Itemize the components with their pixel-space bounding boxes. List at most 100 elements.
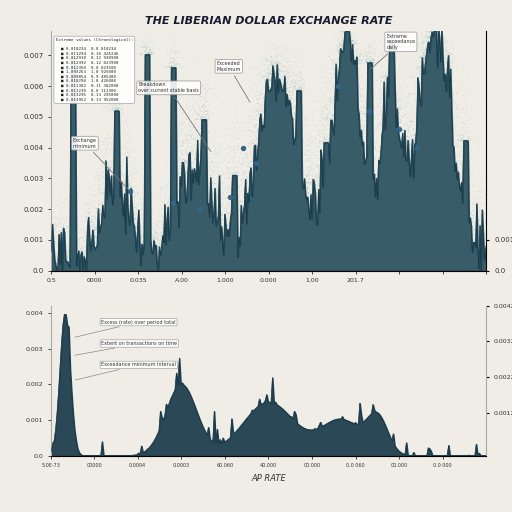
Point <box>448 51 456 59</box>
Point <box>88 166 96 174</box>
Point <box>478 255 486 263</box>
Point <box>179 76 187 84</box>
Point <box>287 94 295 102</box>
Point <box>400 133 409 141</box>
Point <box>292 178 300 186</box>
Point <box>375 95 383 103</box>
Point <box>423 27 431 35</box>
Point <box>257 112 265 120</box>
Point <box>223 184 231 192</box>
Point <box>385 124 393 132</box>
Point <box>343 37 351 45</box>
Point <box>331 115 339 123</box>
Point <box>163 196 171 204</box>
Point <box>467 238 475 246</box>
Point <box>389 77 397 86</box>
Point <box>271 79 280 88</box>
Point <box>236 132 244 140</box>
Point <box>478 263 486 271</box>
Point <box>131 210 139 219</box>
Point <box>457 59 465 67</box>
Point <box>97 216 105 224</box>
Point <box>223 188 231 197</box>
Point <box>406 140 414 148</box>
Point <box>143 229 152 238</box>
Point <box>474 263 482 271</box>
Point <box>468 231 477 240</box>
Point <box>116 187 124 195</box>
Point <box>66 251 74 260</box>
Point <box>392 71 400 79</box>
Point <box>76 250 84 258</box>
Point <box>131 231 139 239</box>
Point <box>172 155 180 163</box>
Point <box>323 37 331 46</box>
Point <box>172 231 180 240</box>
Point <box>265 64 273 72</box>
Point <box>220 175 228 183</box>
Point <box>175 56 183 65</box>
Point <box>266 32 274 40</box>
Point <box>97 215 105 223</box>
Point <box>163 220 172 228</box>
Point <box>428 28 436 36</box>
Point <box>113 106 121 115</box>
Point <box>273 35 282 43</box>
Point <box>75 250 83 259</box>
Point <box>164 59 173 67</box>
Point <box>123 182 132 190</box>
Point <box>334 71 343 79</box>
Point <box>179 139 187 147</box>
Point <box>181 165 189 173</box>
Point <box>227 210 236 218</box>
Point <box>377 132 386 140</box>
Point <box>205 205 214 213</box>
Point <box>455 39 463 47</box>
Point <box>290 46 298 54</box>
Point <box>110 83 118 92</box>
Point <box>180 138 188 146</box>
Point <box>292 34 301 42</box>
Point <box>148 252 156 261</box>
Point <box>300 87 308 95</box>
Point <box>214 158 222 166</box>
Point <box>287 73 295 81</box>
Point <box>71 259 79 267</box>
Point <box>448 85 456 93</box>
Point <box>475 235 483 243</box>
Point <box>444 50 452 58</box>
Point <box>449 71 457 79</box>
Point <box>182 168 190 177</box>
Point <box>105 200 114 208</box>
Point <box>277 51 285 59</box>
Point <box>367 41 375 50</box>
Point <box>253 192 262 200</box>
Point <box>262 85 270 93</box>
Point <box>243 219 251 227</box>
Point <box>250 79 258 87</box>
Point <box>383 81 391 90</box>
Point <box>204 154 212 162</box>
Point <box>355 104 363 113</box>
Point <box>115 110 123 118</box>
Point <box>233 163 241 171</box>
Point <box>198 31 206 39</box>
Point <box>51 265 59 273</box>
Point <box>414 41 422 49</box>
Point <box>121 80 129 88</box>
Point <box>281 87 289 95</box>
Point <box>179 37 187 46</box>
Point <box>214 190 222 199</box>
Point <box>225 178 233 186</box>
Point <box>329 40 337 49</box>
Point <box>107 121 115 130</box>
Point <box>282 63 290 71</box>
Point <box>368 55 376 63</box>
Point <box>380 96 388 104</box>
Point <box>237 207 245 216</box>
Point <box>388 37 396 45</box>
Point <box>313 188 322 197</box>
Point <box>442 32 451 40</box>
Point <box>194 126 202 134</box>
Point <box>291 130 300 138</box>
